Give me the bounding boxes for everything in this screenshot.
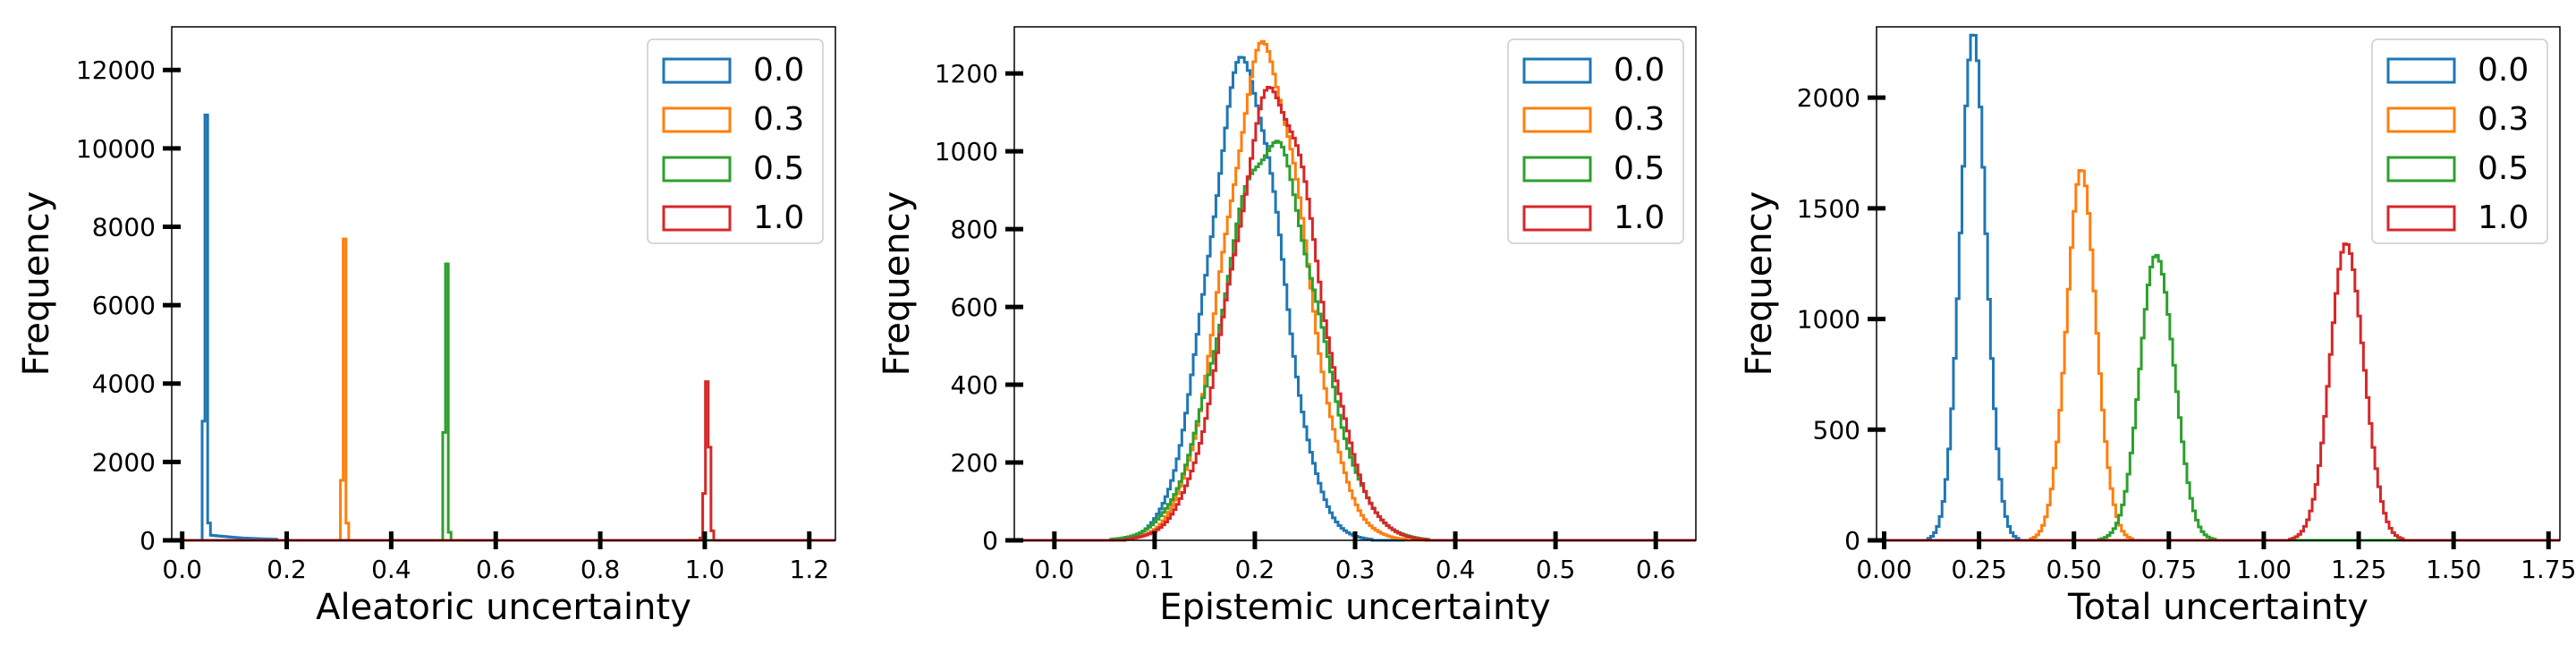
legend: 0.0 0.3 0.5 1.0 <box>1507 38 1684 244</box>
x-tick-label: 0.8 <box>580 555 621 584</box>
y-axis-label: Frequency <box>16 191 57 377</box>
legend-box <box>2371 38 2548 244</box>
x-tick-label: 0.4 <box>371 555 411 584</box>
legend-label-0.5: 0.5 <box>2478 150 2529 187</box>
legend-label-0.0: 0.0 <box>2478 52 2529 89</box>
plot-frame <box>1876 26 2561 541</box>
x-tick-label: 0.75 <box>2141 555 2197 584</box>
legend-label-0.3: 0.3 <box>1614 101 1665 138</box>
y-tick-label: 10000 <box>76 134 156 164</box>
x-tick-label: 0.0 <box>1035 555 1075 584</box>
series-1.0-histogram <box>172 380 835 542</box>
x-tick-label: 0.0 <box>162 555 202 584</box>
legend-box <box>647 38 824 244</box>
legend-swatch-0.3 <box>662 106 732 133</box>
legend-swatch-0.0 <box>1522 57 1592 84</box>
y-axis-label: Frequency <box>1739 191 1780 377</box>
series-0.5-histogram <box>172 262 835 542</box>
legend-label-0.0: 0.0 <box>1614 52 1665 89</box>
legend-swatch-1.0 <box>662 205 732 232</box>
x-tick-label: 0.3 <box>1335 555 1376 584</box>
y-tick-label: 500 <box>1813 415 1860 445</box>
y-tick-label: 2000 <box>1797 83 1860 113</box>
plot-frame <box>171 26 836 541</box>
x-tick-label: 1.00 <box>2236 555 2292 584</box>
y-tick-label: 1000 <box>1797 305 1860 335</box>
x-tick-label: 0.2 <box>267 555 307 584</box>
x-tick-label: 0.2 <box>1235 555 1275 584</box>
x-tick-label: 0.4 <box>1436 555 1476 584</box>
y-tick-label: 800 <box>951 215 998 244</box>
x-tick-label: 1.75 <box>2521 555 2576 584</box>
x-tick-label: 1.50 <box>2426 555 2481 584</box>
x-axis-label: Total uncertainty <box>2067 587 2368 628</box>
legend-swatch-0.0 <box>662 57 732 84</box>
chart-panel-2: 0.0 0.1 0.2 0.3 0.4 0.5 0.6 0 200 400 600 800 1000 12… <box>877 26 1697 628</box>
x-tick-label: 0.50 <box>2046 555 2102 584</box>
x-tick-label: 1.2 <box>790 555 830 584</box>
legend-label-0.5: 0.5 <box>1614 150 1665 187</box>
y-tick-label: 0 <box>982 526 998 556</box>
legend-swatch-0.3 <box>1522 106 1592 133</box>
legend-label-1.0: 1.0 <box>1614 199 1665 236</box>
x-tick-label: 0.25 <box>1951 555 2006 584</box>
x-axis-label: Epistemic uncertainty <box>1159 587 1550 628</box>
series-0.3-histogram <box>172 237 835 542</box>
legend-label-0.5: 0.5 <box>753 150 804 187</box>
legend-swatch-0.5 <box>1522 156 1592 182</box>
legend-label-0.0: 0.0 <box>753 52 804 89</box>
legend: 0.0 0.3 0.5 1.0 <box>647 38 824 244</box>
legend-swatch-0.5 <box>662 156 732 182</box>
y-tick-label: 0 <box>140 526 156 556</box>
legend-swatch-0.5 <box>2386 156 2456 182</box>
legend-box <box>1507 38 1684 244</box>
y-tick-label: 400 <box>951 370 998 400</box>
x-tick-label: 0.6 <box>1636 555 1676 584</box>
y-tick-label: 600 <box>951 293 998 322</box>
y-tick-label: 1200 <box>935 59 998 89</box>
x-tick-label: 0.00 <box>1856 555 1911 584</box>
x-axis-label: Aleatoric uncertainty <box>316 587 691 628</box>
legend-label-0.3: 0.3 <box>753 101 804 138</box>
y-tick-label: 8000 <box>92 212 156 242</box>
y-tick-label: 0 <box>1844 526 1860 556</box>
chart-panel-1: 0.0 0.2 0.4 0.6 0.8 1.0 1.2 0 2000 4000 6000 8000 10… <box>16 26 836 628</box>
y-axis-label: Frequency <box>877 191 918 377</box>
x-tick-label: 0.6 <box>476 555 516 584</box>
x-tick-label: 0.5 <box>1536 555 1576 584</box>
x-tick-label: 0.1 <box>1135 555 1175 584</box>
y-tick-label: 1500 <box>1797 194 1860 224</box>
legend: 0.0 0.3 0.5 1.0 <box>2371 38 2548 244</box>
legend-swatch-1.0 <box>2386 205 2456 232</box>
y-tick-label: 200 <box>951 448 998 478</box>
y-tick-label: 1000 <box>935 137 998 166</box>
y-tick-label: 2000 <box>92 447 156 477</box>
legend-swatch-1.0 <box>1522 205 1592 232</box>
legend-swatch-0.3 <box>2386 106 2456 133</box>
y-tick-label: 12000 <box>76 55 156 85</box>
series-1.0-histogram <box>1877 242 2560 542</box>
series-0.5-histogram <box>1877 253 2560 542</box>
y-tick-label: 6000 <box>92 291 156 320</box>
legend-label-1.0: 1.0 <box>2478 199 2529 236</box>
legend-swatch-0.0 <box>2386 57 2456 84</box>
x-tick-label: 1.0 <box>685 555 725 584</box>
y-tick-label: 4000 <box>92 369 156 399</box>
x-tick-label: 1.25 <box>2331 555 2386 584</box>
legend-label-0.3: 0.3 <box>2478 101 2529 138</box>
chart-panel-3: 0.00 0.25 0.50 0.75 1.00 1.25 1.50 1.75 0 500 1000… <box>1739 26 2576 628</box>
legend-label-1.0: 1.0 <box>753 199 804 236</box>
